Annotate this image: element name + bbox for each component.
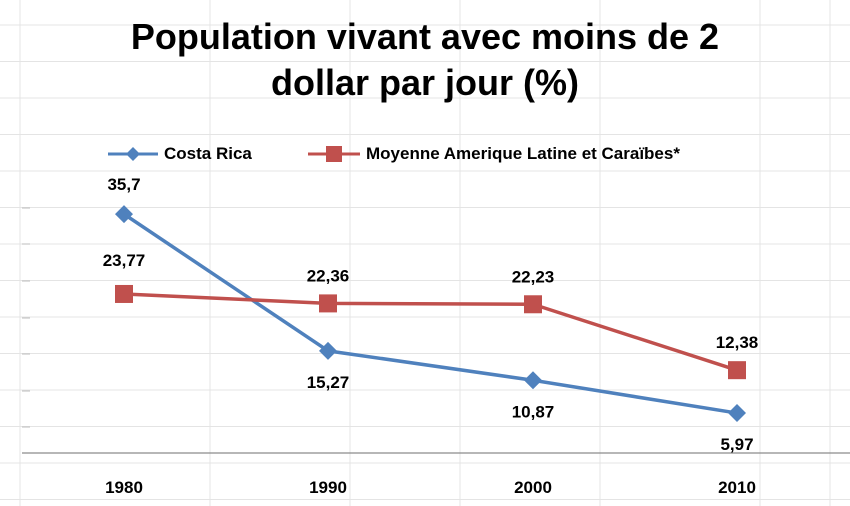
data-label-costa-rica: 35,7	[107, 175, 140, 194]
data-point-amerique-latine	[115, 284, 133, 303]
chart-title-line-2: dollar par jour (%)	[270, 62, 580, 103]
data-point-costa-rica	[728, 404, 746, 423]
chart-title-line-1: Population vivant avec moins de 2	[130, 16, 720, 57]
series-line-amerique-latine	[123, 292, 738, 372]
data-label-amerique-latine: 22,23	[512, 267, 555, 286]
data-point-costa-rica	[524, 371, 542, 390]
x-tick-label-2000: 2000	[514, 478, 552, 497]
data-point-costa-rica	[319, 341, 337, 360]
x-tick-label-2010: 2010	[718, 478, 756, 497]
legend-item-amerique-latine: Moyenne Amerique Latine et Caraïbes*	[308, 140, 680, 168]
data-point-amerique-latine	[319, 294, 337, 313]
legend-label-costa-rica: Costa Rica	[164, 144, 252, 163]
data-point-amerique-latine	[524, 295, 542, 314]
legend-marker-costa-rica	[108, 147, 158, 161]
x-tick-label-1980: 1980	[105, 478, 143, 497]
data-label-amerique-latine: 12,38	[716, 333, 759, 352]
data-label-amerique-latine: 22,36	[307, 266, 350, 285]
chart-title: Population vivant avec moins de 2 dollar…	[0, 14, 850, 106]
data-label-costa-rica: 15,27	[307, 373, 350, 392]
chart-legend: Costa Rica Moyenne Amerique Latine et Ca…	[0, 140, 850, 168]
data-label-costa-rica: 5,97	[720, 435, 753, 454]
legend-marker-amerique-latine	[308, 146, 360, 162]
legend-label-amerique-latine: Moyenne Amerique Latine et Caraïbes*	[366, 144, 680, 163]
legend-item-costa-rica: Costa Rica	[108, 140, 252, 168]
data-label-amerique-latine: 23,77	[103, 251, 146, 270]
data-point-amerique-latine	[728, 361, 746, 380]
series-line-costa-rica	[123, 212, 738, 415]
x-tick-label-1990: 1990	[309, 478, 347, 497]
data-label-costa-rica: 10,87	[512, 402, 555, 421]
data-point-costa-rica	[115, 205, 133, 224]
